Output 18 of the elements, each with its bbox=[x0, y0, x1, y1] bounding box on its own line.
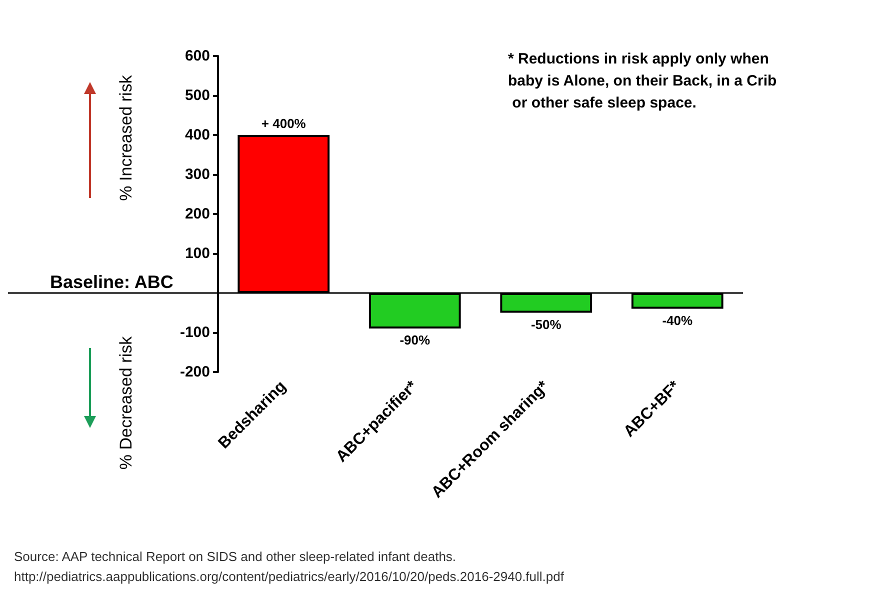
annotation: * Reductions in risk apply only when baby is Alone, on their Back, in a Crib or other safe sleep space. bbox=[508, 50, 777, 112]
data-label: -40% bbox=[662, 312, 693, 328]
text: http://pediatrics.aappublications.org/content/pediatrics/early/2016/10/20/peds.2016-2940.full.pdf bbox=[14, 569, 564, 584]
y-tick-label: 200 bbox=[184, 206, 210, 222]
y-tick-label: 300 bbox=[184, 166, 210, 183]
data-label: -90% bbox=[400, 332, 430, 348]
y-tick-label: 100 bbox=[184, 245, 210, 262]
text: % Decreased risk bbox=[116, 336, 136, 470]
data-label: -50% bbox=[530, 316, 562, 332]
y-tick-label: 400 bbox=[184, 126, 210, 144]
y-tick-label: 600 bbox=[184, 48, 210, 64]
y-tick-label: 500 bbox=[184, 87, 210, 104]
ref-line-label: Baseline: ABC bbox=[50, 272, 174, 292]
y-tick-label: -200 bbox=[180, 364, 210, 380]
y-axis-title: % Increased risk bbox=[116, 74, 136, 201]
data-label: + 400% bbox=[261, 116, 306, 131]
source-note: Source: AAP technical Report on SIDS and other sleep-related infant deaths. bbox=[14, 549, 456, 564]
y-tick-label: -100 bbox=[180, 324, 210, 341]
